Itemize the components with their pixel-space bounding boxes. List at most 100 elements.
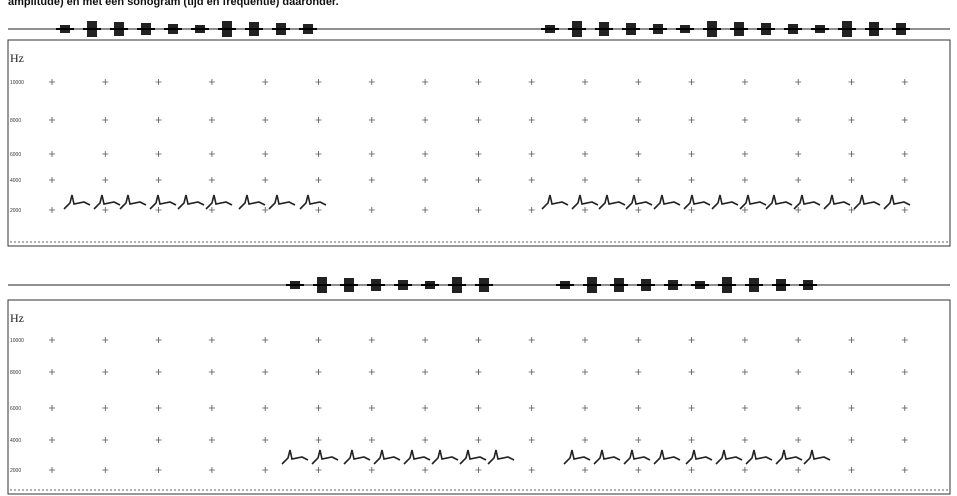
grid-plus <box>475 369 481 375</box>
call-syllable <box>716 450 742 464</box>
grid-plus <box>316 177 322 183</box>
grid-plus <box>262 437 268 443</box>
grid-plus <box>369 337 375 343</box>
grid-plus <box>369 369 375 375</box>
grid-plus <box>422 207 428 213</box>
grid-plus <box>316 467 322 473</box>
grid-plus <box>902 405 908 411</box>
grid-plus <box>49 177 55 183</box>
grid-plus <box>902 467 908 473</box>
call-syllable <box>572 195 598 209</box>
grid-plus <box>635 151 641 157</box>
call-syllable <box>712 195 738 209</box>
grid-plus <box>475 337 481 343</box>
grid-plus <box>316 79 322 85</box>
grid-plus <box>689 207 695 213</box>
grid-plus <box>795 151 801 157</box>
grid-plus <box>102 79 108 85</box>
grid-plus <box>529 337 535 343</box>
call-syllable <box>120 195 146 209</box>
call-syllable <box>344 450 370 464</box>
grid-plus <box>902 369 908 375</box>
grid-plus <box>849 467 855 473</box>
grid-plus <box>102 405 108 411</box>
grid-plus <box>742 369 748 375</box>
grid-plus <box>849 151 855 157</box>
grid-plus <box>795 177 801 183</box>
grid-plus <box>742 467 748 473</box>
frequency-label: 4000 <box>10 178 21 184</box>
grid-plus <box>316 337 322 343</box>
grid-plus <box>529 207 535 213</box>
grid-plus <box>262 369 268 375</box>
grid-plus <box>689 117 695 123</box>
grid-plus <box>795 79 801 85</box>
call-syllable <box>432 450 458 464</box>
grid-plus <box>102 117 108 123</box>
grid-plus <box>635 177 641 183</box>
grid-plus <box>635 117 641 123</box>
grid-plus <box>902 117 908 123</box>
figure: amplitude) en met een sonogram (tijd en … <box>0 0 957 496</box>
grid-plus <box>529 117 535 123</box>
caption: amplitude) en met een sonogram (tijd en … <box>8 0 339 8</box>
call-syllable <box>854 195 880 209</box>
unit-label: Hz <box>10 51 24 65</box>
frequency-label: 6000 <box>10 152 21 158</box>
frequency-label: 6000 <box>10 406 21 412</box>
call-syllable <box>239 195 265 209</box>
call-syllable <box>282 450 308 464</box>
sonogram-frame <box>8 300 950 494</box>
frequency-label: 8000 <box>10 118 21 124</box>
call-syllable <box>150 195 176 209</box>
grid-plus <box>369 437 375 443</box>
call-syllable <box>94 195 120 209</box>
grid-plus <box>475 151 481 157</box>
grid-plus <box>689 79 695 85</box>
call-syllable <box>312 450 338 464</box>
grid-plus <box>849 207 855 213</box>
call-syllable <box>599 195 625 209</box>
grid-plus <box>209 405 215 411</box>
grid-plus <box>156 467 162 473</box>
frequency-label: 10000 <box>10 80 24 86</box>
call-syllable <box>740 195 766 209</box>
grid-plus <box>49 437 55 443</box>
grid-plus <box>156 177 162 183</box>
grid-plus <box>316 207 322 213</box>
grid-plus <box>849 337 855 343</box>
call-syllable <box>594 450 620 464</box>
grid-plus <box>262 337 268 343</box>
grid-plus <box>582 207 588 213</box>
grid-plus <box>262 79 268 85</box>
call-syllable <box>460 450 486 464</box>
grid-plus <box>156 405 162 411</box>
grid-plus <box>689 405 695 411</box>
grid-plus <box>316 405 322 411</box>
grid-plus <box>689 337 695 343</box>
grid-plus <box>902 177 908 183</box>
grid-plus <box>369 207 375 213</box>
grid-plus <box>209 467 215 473</box>
grid-plus <box>635 207 641 213</box>
grid-plus <box>582 337 588 343</box>
grid-plus <box>849 117 855 123</box>
call-syllable <box>746 450 772 464</box>
grid-plus <box>102 467 108 473</box>
grid-plus <box>689 437 695 443</box>
grid-plus <box>795 117 801 123</box>
grid-plus <box>49 337 55 343</box>
grid-plus <box>262 207 268 213</box>
grid-plus <box>689 151 695 157</box>
grid-plus <box>582 369 588 375</box>
grid-plus <box>156 369 162 375</box>
grid-plus <box>102 437 108 443</box>
grid-plus <box>369 79 375 85</box>
grid-plus <box>422 79 428 85</box>
grid-plus <box>902 151 908 157</box>
grid-plus <box>475 437 481 443</box>
call-syllable <box>626 195 652 209</box>
grid-plus <box>422 151 428 157</box>
grid-plus <box>582 405 588 411</box>
grid-plus <box>262 117 268 123</box>
